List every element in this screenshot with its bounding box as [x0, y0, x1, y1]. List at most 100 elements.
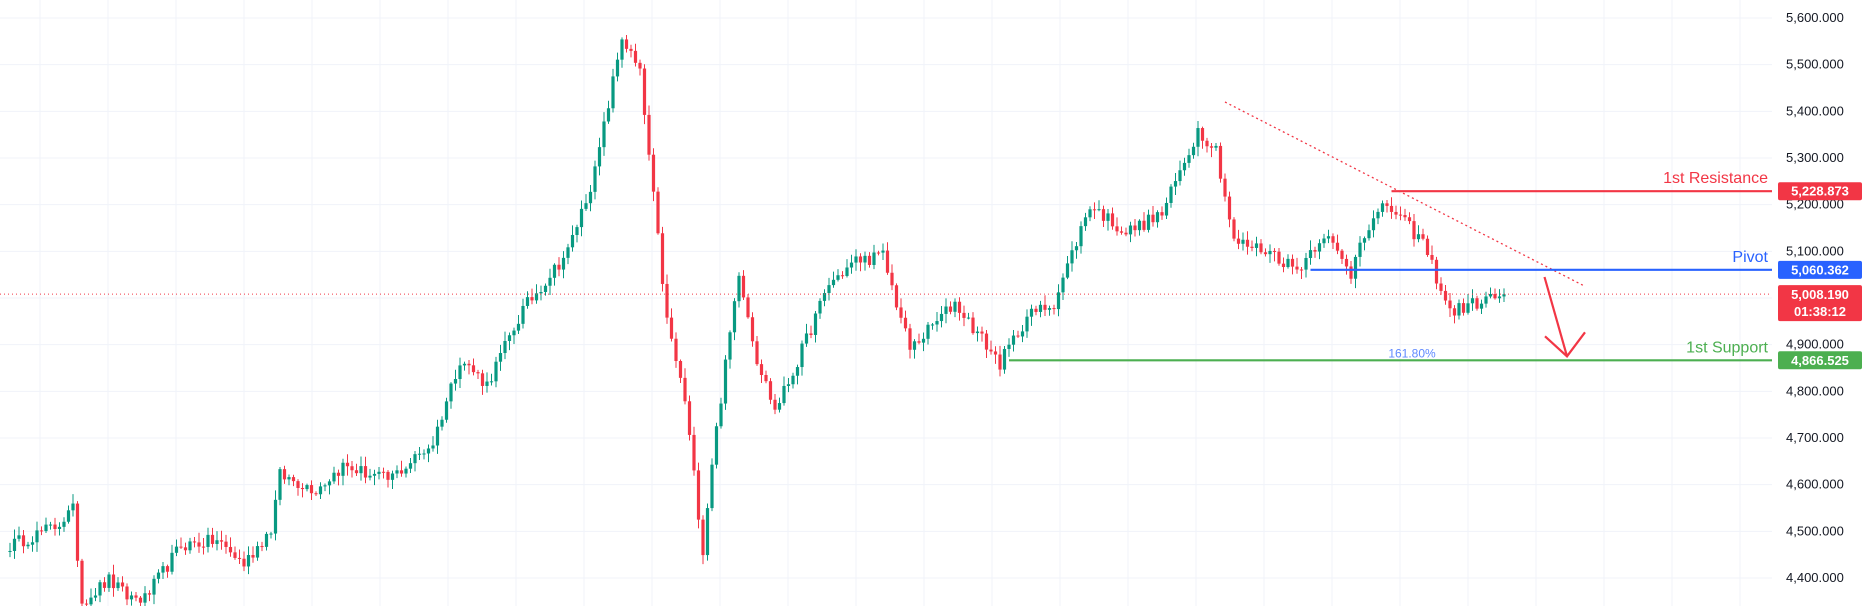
y-tick-label: 5,400.000	[1786, 103, 1844, 118]
candle-body	[183, 547, 188, 551]
candle-body	[575, 227, 579, 235]
candle-body	[651, 154, 656, 192]
candle-body	[1182, 162, 1187, 171]
candle-body	[57, 526, 62, 530]
candle-body	[1250, 246, 1254, 248]
candle-body	[462, 363, 467, 366]
candle-body	[782, 385, 786, 404]
candle-body	[1133, 225, 1137, 231]
candle-body	[165, 566, 170, 572]
candle-body	[633, 50, 638, 63]
candle-body	[984, 333, 989, 350]
candle-body	[1389, 205, 1394, 212]
candle-body	[1362, 238, 1367, 243]
resistance-price-tag-text: 5,228.873	[1791, 184, 1849, 199]
candle-body	[957, 301, 962, 313]
candle-body	[1061, 277, 1065, 293]
candle-body	[890, 272, 894, 286]
candle-body	[251, 555, 255, 558]
candle-body	[1047, 308, 1052, 310]
candle-body	[1142, 220, 1146, 230]
candle-body	[440, 419, 444, 427]
candle-body	[566, 247, 570, 258]
candle-body	[1016, 335, 1020, 337]
candle-body	[417, 453, 422, 455]
candle-body	[597, 147, 602, 167]
candle-body	[1196, 128, 1200, 147]
candle-body	[1124, 232, 1128, 235]
candle-body	[1074, 246, 1079, 251]
candle-body	[305, 485, 309, 490]
candle-body	[1448, 300, 1452, 309]
candle-body	[1502, 294, 1506, 297]
candle-body	[395, 470, 399, 474]
candle-body	[224, 541, 228, 547]
y-tick-label: 4,400.000	[1786, 570, 1844, 585]
candle-body	[1187, 155, 1191, 163]
candle-body	[273, 499, 278, 534]
candle-body	[534, 293, 539, 301]
pivot-price-tag-text: 5,060.362	[1791, 262, 1849, 277]
candle-body	[1052, 308, 1056, 310]
grid	[0, 0, 1772, 606]
candle-body	[444, 401, 449, 420]
candle-body	[570, 234, 575, 248]
candle-body	[998, 354, 1002, 370]
candle-body	[867, 255, 872, 265]
candle-body	[1160, 212, 1164, 216]
candle-body	[1466, 303, 1470, 313]
candle-body	[1169, 186, 1173, 203]
candle-body	[714, 426, 719, 465]
candle-body	[278, 469, 282, 500]
candle-body	[611, 76, 615, 109]
candle-body	[134, 595, 138, 598]
candle-body	[629, 48, 633, 51]
candle-body	[791, 375, 795, 385]
price-axis[interactable]: 4,400.000 4,500.000 4,600.000 4,700.000 4,80…	[1778, 10, 1862, 585]
candle-body	[656, 191, 660, 234]
candle-body	[665, 283, 669, 318]
candle-body	[926, 324, 930, 339]
candle-body	[1439, 283, 1443, 291]
candle-body	[210, 534, 215, 544]
candle-body	[822, 293, 827, 301]
candle-body	[1115, 226, 1119, 232]
candle-body	[552, 264, 557, 278]
candle-body	[1470, 298, 1475, 304]
candle-body	[993, 351, 998, 355]
candle-body	[467, 363, 471, 366]
candle-body	[732, 301, 737, 333]
candle-body	[701, 519, 705, 556]
candle-body	[1385, 203, 1389, 206]
candle-body	[1205, 140, 1209, 147]
candle-body	[696, 470, 701, 520]
candle-body	[498, 353, 503, 362]
candle-body	[1295, 266, 1299, 270]
candle-body	[885, 250, 890, 273]
candle-body	[674, 338, 678, 361]
candle-body	[903, 317, 908, 329]
candle-body	[71, 503, 75, 511]
candle-body	[399, 470, 404, 474]
candle-body	[1070, 250, 1074, 264]
candle-body	[1092, 209, 1097, 211]
candle-body	[341, 462, 345, 476]
candle-body	[188, 541, 192, 551]
candle-body	[746, 297, 750, 318]
candle-body	[737, 275, 741, 302]
candle-body	[1227, 196, 1232, 220]
candle-body	[642, 68, 647, 115]
candle-body	[872, 252, 876, 265]
candle-body	[647, 114, 651, 155]
candle-body	[75, 503, 80, 561]
candle-body	[53, 524, 57, 530]
candle-body	[1376, 211, 1380, 219]
candle-body	[494, 361, 498, 382]
candle-body	[503, 340, 507, 354]
candle-body	[741, 275, 746, 298]
candle-body	[1403, 215, 1407, 218]
candle-body	[1268, 250, 1272, 255]
candle-body	[561, 257, 566, 270]
candle-body	[1272, 250, 1277, 252]
